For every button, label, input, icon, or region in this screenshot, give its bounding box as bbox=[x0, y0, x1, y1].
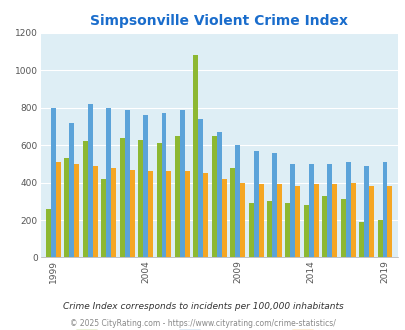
Bar bbox=[221, 179, 226, 257]
Bar bbox=[184, 171, 190, 257]
Bar bbox=[93, 166, 98, 257]
Bar bbox=[322, 196, 326, 257]
Bar bbox=[368, 186, 373, 257]
Bar bbox=[308, 164, 313, 257]
Bar bbox=[230, 168, 234, 257]
Bar bbox=[290, 164, 295, 257]
Bar bbox=[313, 184, 318, 257]
Bar bbox=[203, 173, 208, 257]
Bar bbox=[358, 222, 363, 257]
Text: Crime Index corresponds to incidents per 100,000 inhabitants: Crime Index corresponds to incidents per… bbox=[62, 302, 343, 312]
Bar bbox=[198, 119, 203, 257]
Bar bbox=[148, 171, 153, 257]
Legend: Simpsonville, South Carolina, National: Simpsonville, South Carolina, National bbox=[72, 325, 365, 330]
Bar bbox=[101, 179, 106, 257]
Bar bbox=[326, 164, 331, 257]
Bar bbox=[106, 108, 111, 257]
Bar bbox=[46, 209, 51, 257]
Bar bbox=[119, 138, 124, 257]
Bar bbox=[271, 153, 276, 257]
Bar bbox=[111, 168, 116, 257]
Bar bbox=[276, 183, 281, 257]
Text: © 2025 CityRating.com - https://www.cityrating.com/crime-statistics/: © 2025 CityRating.com - https://www.city… bbox=[70, 319, 335, 328]
Bar bbox=[239, 182, 245, 257]
Bar bbox=[340, 199, 345, 257]
Bar bbox=[87, 104, 93, 257]
Bar bbox=[156, 143, 161, 257]
Bar bbox=[258, 183, 263, 257]
Bar bbox=[175, 136, 179, 257]
Bar bbox=[161, 114, 166, 257]
Bar bbox=[345, 162, 350, 257]
Bar bbox=[285, 203, 290, 257]
Bar bbox=[129, 170, 134, 257]
Bar bbox=[74, 164, 79, 257]
Bar bbox=[83, 142, 87, 257]
Bar bbox=[138, 140, 143, 257]
Bar bbox=[266, 201, 271, 257]
Bar bbox=[56, 162, 61, 257]
Bar bbox=[363, 166, 368, 257]
Bar bbox=[124, 110, 129, 257]
Bar bbox=[69, 123, 74, 257]
Bar bbox=[143, 115, 148, 257]
Bar bbox=[350, 182, 355, 257]
Bar bbox=[303, 205, 308, 257]
Bar bbox=[64, 158, 69, 257]
Bar bbox=[234, 145, 239, 257]
Title: Simpsonville Violent Crime Index: Simpsonville Violent Crime Index bbox=[90, 14, 347, 28]
Bar bbox=[377, 220, 382, 257]
Bar bbox=[386, 186, 392, 257]
Bar bbox=[166, 171, 171, 257]
Bar bbox=[179, 110, 184, 257]
Bar bbox=[216, 132, 221, 257]
Bar bbox=[248, 203, 253, 257]
Bar bbox=[295, 186, 300, 257]
Bar bbox=[193, 55, 198, 257]
Bar bbox=[382, 162, 386, 257]
Bar bbox=[211, 136, 216, 257]
Bar bbox=[331, 184, 337, 257]
Bar bbox=[51, 108, 56, 257]
Bar bbox=[253, 151, 258, 257]
